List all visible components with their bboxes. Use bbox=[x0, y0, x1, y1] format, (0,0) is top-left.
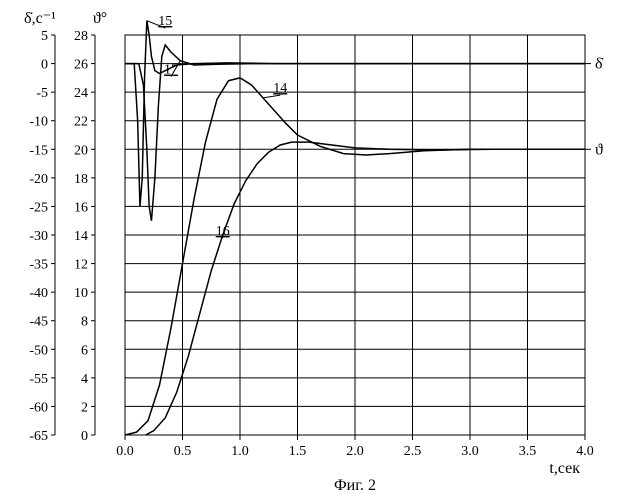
delta-tick-label: -35 bbox=[29, 258, 48, 273]
x-tick-label: 3.5 bbox=[519, 444, 537, 459]
theta-axis-label: ϑ° bbox=[93, 10, 107, 27]
right-marker-delta: δ̇ bbox=[595, 56, 604, 73]
theta-tick-label: 16 bbox=[74, 200, 88, 215]
x-tick-label: 1.5 bbox=[289, 444, 307, 459]
theta-tick-label: 4 bbox=[81, 372, 88, 387]
delta-axis-label: δ̇,с⁻¹ bbox=[24, 10, 56, 27]
curve-16-label: 16 bbox=[216, 224, 230, 239]
delta-tick-label: -45 bbox=[29, 315, 48, 330]
delta-tick-label: -15 bbox=[29, 143, 48, 158]
figure-container: 0.00.51.01.52.02.53.03.54.00246810121416… bbox=[0, 0, 620, 500]
delta-tick-label: -55 bbox=[29, 372, 48, 387]
theta-tick-label: 14 bbox=[74, 229, 88, 244]
delta-tick-label: -30 bbox=[29, 229, 48, 244]
delta-tick-label: -60 bbox=[29, 400, 48, 415]
x-tick-label: 2.0 bbox=[346, 444, 364, 459]
x-tick-label: 4.0 bbox=[576, 444, 594, 459]
figure-caption: Фиг. 2 bbox=[334, 477, 376, 494]
x-tick-label: 2.5 bbox=[404, 444, 422, 459]
curve-15-label: 15 bbox=[158, 14, 172, 29]
theta-tick-label: 8 bbox=[81, 315, 88, 330]
theta-tick-label: 28 bbox=[74, 29, 88, 44]
theta-tick-label: 6 bbox=[81, 343, 88, 358]
theta-tick-label: 12 bbox=[74, 258, 88, 273]
x-tick-label: 0.0 bbox=[116, 444, 134, 459]
curve-16 bbox=[146, 142, 585, 435]
right-marker-theta: ϑ bbox=[595, 141, 603, 158]
delta-tick-label: -40 bbox=[29, 286, 48, 301]
chart-svg: 0.00.51.01.52.02.53.03.54.00246810121416… bbox=[0, 0, 620, 500]
theta-tick-label: 22 bbox=[74, 115, 88, 130]
delta-tick-label: -25 bbox=[29, 200, 48, 215]
x-tick-label: 1.0 bbox=[231, 444, 249, 459]
theta-tick-label: 2 bbox=[81, 400, 88, 415]
delta-tick-label: -20 bbox=[29, 172, 48, 187]
theta-tick-label: 24 bbox=[74, 86, 88, 101]
theta-tick-label: 20 bbox=[74, 143, 88, 158]
x-tick-label: 3.0 bbox=[461, 444, 479, 459]
x-axis-label-text: t,сек bbox=[549, 460, 580, 477]
theta-tick-label: 0 bbox=[81, 429, 88, 444]
theta-tick-label: 10 bbox=[74, 286, 88, 301]
curve-14-label: 14 bbox=[273, 81, 287, 96]
theta-tick-label: 18 bbox=[74, 172, 88, 187]
delta-tick-label: 0 bbox=[41, 58, 48, 73]
delta-tick-label: -65 bbox=[29, 429, 48, 444]
theta-tick-label: 26 bbox=[74, 58, 88, 73]
x-tick-label: 0.5 bbox=[174, 444, 192, 459]
curve-17-label: 17 bbox=[164, 63, 178, 78]
delta-tick-label: -10 bbox=[29, 115, 48, 130]
delta-tick-label: -50 bbox=[29, 343, 48, 358]
delta-tick-label: -5 bbox=[36, 86, 48, 101]
delta-tick-label: 5 bbox=[41, 29, 48, 44]
